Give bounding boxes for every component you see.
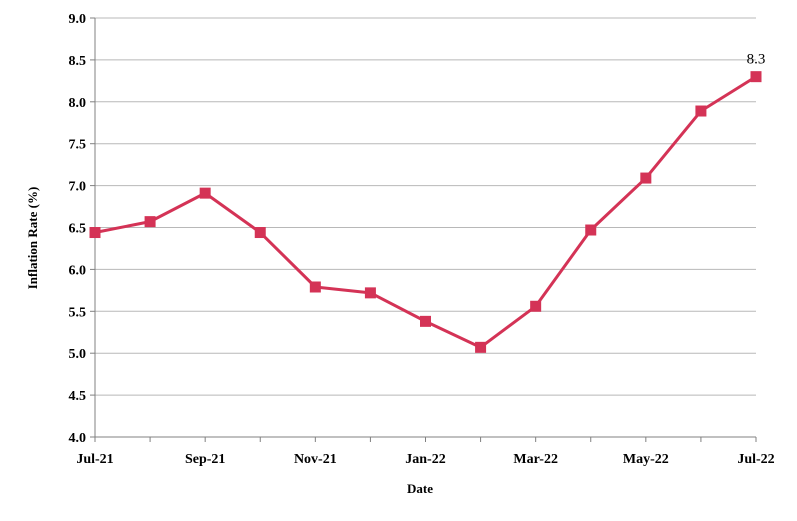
x-axis-title: Date <box>407 481 433 496</box>
data-point-marker <box>475 341 487 353</box>
data-point-marker <box>750 71 762 83</box>
gridlines <box>90 17 756 438</box>
x-tick-label: May-22 <box>623 452 669 467</box>
data-point-marker <box>89 227 101 239</box>
series-inflation <box>89 71 762 353</box>
axes <box>94 18 757 442</box>
data-point-marker <box>144 216 156 228</box>
data-point-marker <box>254 227 266 239</box>
x-tick-label: Nov-21 <box>294 452 337 467</box>
y-axis-tick-labels: 4.0 4.5 5.0 5.5 6.0 6.5 7.0 7.5 8.0 8.5 9.0 <box>69 12 87 446</box>
data-labels: 8.3 <box>747 52 766 68</box>
y-tick-label: 6.0 <box>69 263 87 278</box>
y-tick-label: 6.5 <box>69 222 87 237</box>
x-tick-label: Jul-22 <box>737 452 774 467</box>
y-tick-label: 4.5 <box>69 389 87 404</box>
y-tick-label: 8.5 <box>69 54 87 69</box>
x-tick-label: Mar-22 <box>513 452 558 467</box>
data-point-marker <box>585 224 597 236</box>
data-point-marker <box>530 300 542 312</box>
data-point-marker <box>364 287 376 299</box>
x-tick-label: Jul-21 <box>76 452 113 467</box>
y-tick-label: 5.0 <box>69 347 87 362</box>
x-axis-tick-labels: Jul-21 Sep-21 Nov-21 Jan-22 Mar-22 May-22 Jul-… <box>76 452 774 467</box>
y-tick-label: 7.5 <box>69 138 87 153</box>
data-point-marker <box>309 281 321 293</box>
data-label: 8.3 <box>747 52 766 68</box>
y-tick-label: 4.0 <box>69 431 87 446</box>
data-point-marker <box>695 105 707 117</box>
x-tick-label: Jan-22 <box>405 452 445 467</box>
data-point-marker <box>199 187 211 199</box>
x-tick-label: Sep-21 <box>185 452 225 467</box>
y-tick-label: 7.0 <box>69 180 87 195</box>
y-axis-title: Inflation Rate (%) <box>25 187 40 290</box>
data-point-marker <box>420 315 431 327</box>
y-tick-label: 5.5 <box>69 305 87 320</box>
data-point-marker <box>640 172 652 184</box>
y-tick-label: 8.0 <box>69 96 87 111</box>
y-tick-label: 9.0 <box>69 12 87 27</box>
series-line <box>94 75 757 349</box>
